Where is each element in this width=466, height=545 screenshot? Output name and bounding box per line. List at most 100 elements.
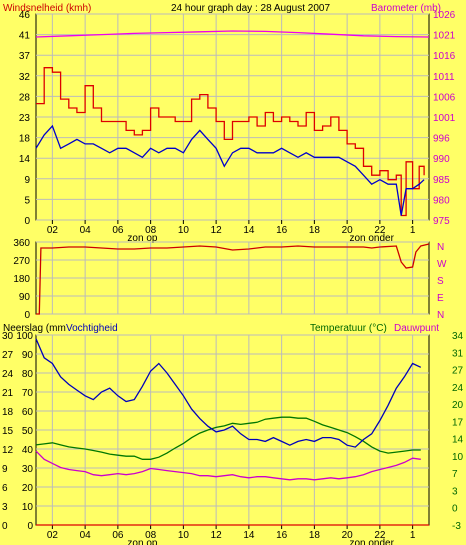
compass-label: N xyxy=(437,310,444,321)
temperature-ytick-label: 31 xyxy=(452,348,464,359)
climate-xtick-label: 1 xyxy=(410,530,416,541)
barometer-ytick-label: 985 xyxy=(433,175,450,186)
temperature-ytick-label: 14 xyxy=(452,435,464,446)
climate-xtick-label: 18 xyxy=(309,530,321,541)
climate-xtick-label: 20 xyxy=(342,530,354,541)
climate-xtick-label: 14 xyxy=(243,530,255,541)
climate-xtick-label: 04 xyxy=(80,530,92,541)
rain-ytick-label: 30 xyxy=(2,331,14,342)
dewpoint-axis-label: Dauwpunt xyxy=(394,323,439,334)
rain-ytick-label: 27 xyxy=(2,350,14,361)
temperature-ytick-label: 17 xyxy=(452,417,464,428)
wind-ytick-label: 23 xyxy=(19,113,31,124)
barometer-ytick-label: 990 xyxy=(433,154,450,165)
humidity-ytick-label: 10 xyxy=(22,502,34,513)
rain-ytick-label: 0 xyxy=(2,521,8,532)
climate-xtick-label: 22 xyxy=(374,530,386,541)
wind-xtick-label: 14 xyxy=(243,225,255,236)
barometer-ytick-label: 1016 xyxy=(433,51,456,62)
wind-xtick-label: 02 xyxy=(47,225,59,236)
barometer-line xyxy=(35,30,430,38)
temperature-ytick-label: 20 xyxy=(452,400,464,411)
climate-xtick-label: 16 xyxy=(276,530,288,541)
wind-xtick-label: 12 xyxy=(211,225,223,236)
wind-xtick-label: 10 xyxy=(178,225,190,236)
humidity-ytick-label: 50 xyxy=(22,426,34,437)
wind-ytick-label: 9 xyxy=(24,175,30,186)
climate-panel: 0369121518212427300102030405060708090100… xyxy=(2,331,464,545)
temperature-ytick-label: -3 xyxy=(452,521,461,532)
wind-xtick-label: 06 xyxy=(112,225,124,236)
wind-average-line xyxy=(35,124,425,216)
wind-xtick-label: 18 xyxy=(309,225,321,236)
humidity-line xyxy=(35,338,422,448)
wind-xtick-label: 08 xyxy=(145,225,157,236)
wind-ytick-label: 18 xyxy=(19,134,31,145)
climate-xtick-label: 02 xyxy=(47,530,59,541)
wind-ytick-label: 32 xyxy=(19,72,31,83)
climate-xtick-label: 10 xyxy=(178,530,190,541)
wind-direction-line xyxy=(36,243,430,315)
barometer-ytick-label: 1026 xyxy=(433,10,456,21)
temperature-ytick-label: 34 xyxy=(452,331,464,342)
direction-ytick-label: 270 xyxy=(13,256,30,267)
temperature-ytick-label: 3 xyxy=(452,486,458,497)
rain-ytick-label: 3 xyxy=(2,502,8,513)
rain-ytick-label: 24 xyxy=(2,369,14,380)
temperature-ytick-label: 24 xyxy=(452,383,464,394)
humidity-ytick-label: 30 xyxy=(22,464,34,475)
wind-sunrise-label: zon op xyxy=(127,233,157,244)
temperature-ytick-label: 7 xyxy=(452,469,458,480)
barometer-ytick-label: 980 xyxy=(433,195,450,206)
humidity-ytick-label: 20 xyxy=(22,483,34,494)
temperature-axis-label: Temperatuur (°C) xyxy=(310,323,387,334)
wind-xtick-label: 1 xyxy=(410,225,416,236)
direction-ytick-label: 90 xyxy=(19,292,31,303)
barometer-ytick-label: 1006 xyxy=(433,92,456,103)
wind-ytick-label: 0 xyxy=(24,216,30,227)
wind-xtick-label: 20 xyxy=(342,225,354,236)
direction-ytick-label: 0 xyxy=(24,310,30,321)
barometer-ytick-label: 996 xyxy=(433,134,450,145)
humidity-ytick-label: 40 xyxy=(22,445,34,456)
wind-xtick-label: 04 xyxy=(80,225,92,236)
humidity-ytick-label: 80 xyxy=(22,369,34,380)
wind-axis-label: Windsnelheid (kmh) xyxy=(3,3,91,14)
barometer-ytick-label: 1021 xyxy=(433,31,456,42)
humidity-ytick-label: 100 xyxy=(16,331,33,342)
compass-label: E xyxy=(437,293,444,304)
wind-gust-line xyxy=(36,67,425,217)
barometer-axis-label: Barometer (mb) xyxy=(371,3,441,14)
compass-label: W xyxy=(437,259,447,270)
wind-pressure-panel: 0591418232832374146975980985990996100110… xyxy=(19,10,456,244)
direction-ytick-label: 180 xyxy=(13,274,30,285)
temperature-ytick-label: 0 xyxy=(452,504,458,515)
rain-ytick-label: 12 xyxy=(2,445,14,456)
rain-ytick-label: 18 xyxy=(2,407,14,418)
wind-ytick-label: 14 xyxy=(19,154,31,165)
humidity-axis-label: Vochtigheid xyxy=(66,323,118,334)
rain-ytick-label: 9 xyxy=(2,464,8,475)
wind-ytick-label: 46 xyxy=(19,10,31,21)
compass-label: S xyxy=(437,276,444,287)
humidity-ytick-label: 90 xyxy=(22,350,34,361)
humidity-ytick-label: 60 xyxy=(22,407,34,418)
wind-ytick-label: 28 xyxy=(19,92,31,103)
wind-ytick-label: 41 xyxy=(19,31,31,42)
climate-sunset-label: zon onder xyxy=(349,538,394,545)
barometer-ytick-label: 975 xyxy=(433,216,450,227)
chart-title: 24 hour graph day : 28 August 2007 xyxy=(171,3,330,14)
climate-xtick-label: 08 xyxy=(145,530,157,541)
temperature-ytick-label: 10 xyxy=(452,452,464,463)
rain-ytick-label: 21 xyxy=(2,388,14,399)
rain-ytick-label: 6 xyxy=(2,483,8,494)
climate-sunrise-label: zon op xyxy=(127,538,157,545)
compass-label: N xyxy=(437,242,444,253)
wind-sunset-label: zon onder xyxy=(349,233,394,244)
barometer-ytick-label: 1001 xyxy=(433,113,456,124)
climate-xtick-label: 12 xyxy=(211,530,223,541)
direction-ytick-label: 360 xyxy=(13,238,30,249)
